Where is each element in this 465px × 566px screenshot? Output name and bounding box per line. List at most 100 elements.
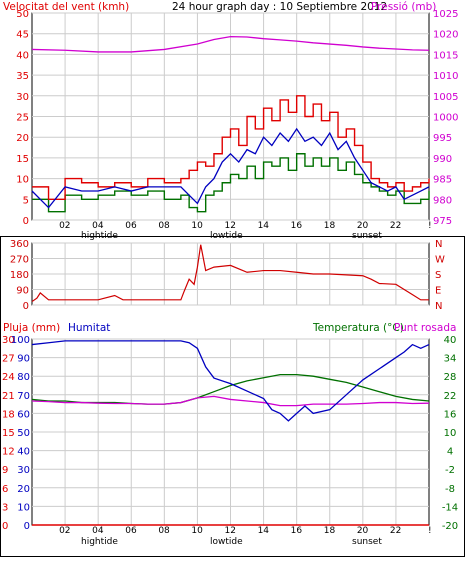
y-tick-direction: 180 (10, 270, 29, 281)
pressure-title: Pressió (mb) (371, 1, 436, 13)
y-tick-pressure: 985 (433, 175, 452, 186)
y-tick-compass: W (435, 255, 445, 266)
temperature-title: Temperatura (°C) (312, 322, 404, 334)
x-tick-label: 12 (225, 221, 236, 231)
x-tick-label: 06 (125, 526, 137, 536)
y-tick-compass: E (435, 286, 441, 297)
x-tick-label: 14 (258, 526, 270, 536)
y-tick-rain: 21 (2, 391, 15, 402)
y-tick-pressure: 1000 (433, 113, 458, 124)
rain-title: Pluja (mm) (3, 322, 60, 334)
wind-title: Velocitat del vent (kmh) (3, 1, 129, 13)
y-tick-pressure: 990 (433, 154, 452, 165)
y-tick-temperature: -2 (445, 465, 455, 476)
y-tick-rain: 15 (2, 428, 15, 439)
x-tick-label: 14 (258, 221, 270, 231)
x-tick-label: 04 (92, 221, 104, 231)
hightide-marker-top: hightide (81, 231, 118, 241)
series-humidity (31, 340, 430, 422)
x-tick-label: ! (428, 221, 432, 231)
y-tick-direction: 360 (10, 239, 29, 250)
y-tick-rain: 3 (2, 502, 8, 513)
series-pressure (31, 35, 430, 53)
y-tick-humidity: 100 (11, 335, 30, 346)
graph-title: 24 hour graph day : 10 Septiembre 2012 (172, 1, 387, 13)
y-tick-rain: 30 (2, 335, 15, 346)
y-tick-temperature: 10 (444, 428, 457, 439)
y-tick-temperature: 16 (444, 409, 457, 420)
y-tick-rain: 6 (2, 484, 8, 495)
x-tick-label: 08 (158, 221, 170, 231)
y-tick-wind: 40 (16, 50, 29, 61)
sunset-marker-bottom: sunset (352, 537, 382, 547)
x-tick-label: 06 (125, 221, 137, 231)
y-tick-temperature: 28 (444, 372, 457, 383)
x-tick-label: 16 (291, 526, 303, 536)
sunset-marker-top: sunset (352, 231, 382, 241)
y-tick-wind: 50 (16, 9, 29, 20)
y-tick-temperature: 34 (444, 354, 457, 365)
y-tick-rain: 18 (2, 409, 15, 420)
y-tick-pressure: 1020 (433, 30, 458, 41)
series-wind-average (32, 153, 430, 213)
y-tick-compass: S (435, 270, 441, 281)
humidity-title: Humitat (68, 322, 110, 334)
y-tick-wind: 20 (16, 133, 29, 144)
y-tick-compass: N (435, 239, 442, 250)
y-tick-humidity: 30 (17, 465, 30, 476)
y-tick-temperature: -14 (442, 502, 458, 513)
x-tick-label: 18 (324, 526, 336, 536)
y-tick-pressure: 975 (433, 216, 452, 227)
x-tick-label: 10 (191, 526, 203, 536)
x-tick-label: 02 (59, 221, 70, 231)
series-dewpoint (31, 395, 430, 407)
y-tick-compass: N (435, 301, 442, 312)
y-tick-rain: 27 (2, 354, 15, 365)
y-tick-rain: 12 (2, 447, 15, 458)
y-tick-pressure: 1015 (433, 50, 458, 61)
y-tick-wind: 5 (23, 195, 29, 206)
x-tick-label: 22 (390, 526, 401, 536)
y-tick-humidity: 90 (17, 354, 30, 365)
x-tick-label: 20 (357, 526, 369, 536)
x-tick-label: 10 (191, 221, 203, 231)
dewpoint-title: Punt rosada (394, 322, 456, 334)
y-tick-humidity: 70 (17, 391, 30, 402)
y-tick-temperature: 4 (447, 447, 453, 458)
y-tick-wind: 45 (16, 30, 29, 41)
hightide-marker-bottom: hightide (81, 537, 118, 547)
x-tick-label: 20 (357, 221, 369, 231)
x-tick-label: 22 (390, 221, 401, 231)
y-tick-humidity: 40 (17, 447, 30, 458)
y-tick-pressure: 1025 (433, 9, 458, 20)
lowtide-marker-top: lowtide (210, 231, 243, 241)
y-tick-pressure: 1005 (433, 92, 458, 103)
y-tick-pressure: 980 (433, 195, 452, 206)
series-wind-speed (31, 127, 430, 209)
x-tick-label: 12 (225, 526, 236, 536)
y-tick-humidity: 80 (17, 372, 30, 383)
y-tick-wind: 0 (23, 216, 29, 227)
y-tick-direction: 90 (16, 286, 29, 297)
y-tick-wind: 15 (16, 154, 29, 165)
x-tick-label: 18 (324, 221, 336, 231)
y-tick-humidity: 50 (17, 428, 30, 439)
lowtide-marker-bottom: lowtide (210, 537, 243, 547)
x-tick-label: ! (428, 526, 432, 536)
x-tick-label: 04 (92, 526, 104, 536)
y-tick-humidity: 20 (17, 484, 30, 495)
y-tick-humidity: 0 (24, 521, 30, 532)
y-tick-pressure: 1010 (433, 71, 458, 82)
y-tick-temperature: -20 (442, 521, 458, 532)
series-wind-direction (31, 244, 429, 303)
y-tick-rain: 9 (2, 465, 8, 476)
y-tick-temperature: 40 (444, 335, 457, 346)
y-tick-rain: 0 (2, 521, 8, 532)
x-tick-label: 16 (291, 221, 303, 231)
y-tick-pressure: 995 (433, 133, 452, 144)
x-tick-label: 02 (59, 526, 70, 536)
y-tick-temperature: 22 (444, 391, 457, 402)
y-tick-wind: 25 (16, 113, 29, 124)
y-tick-rain: 24 (2, 372, 15, 383)
